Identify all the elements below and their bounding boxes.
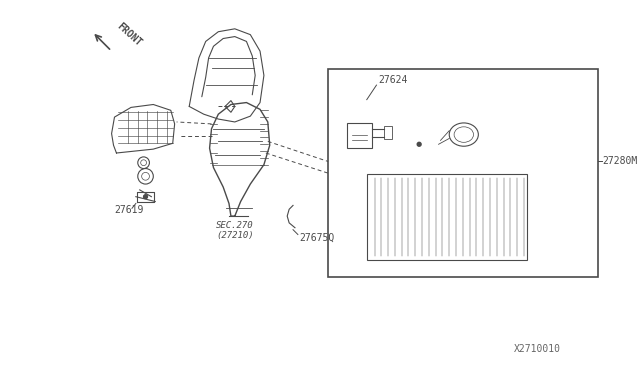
Text: X2710010: X2710010 — [515, 344, 561, 354]
Text: SEC.270
(27210): SEC.270 (27210) — [216, 221, 253, 240]
Circle shape — [417, 142, 421, 146]
Bar — [367, 174, 527, 260]
Bar — [384, 126, 392, 140]
Bar — [328, 68, 598, 277]
Bar — [348, 123, 372, 148]
Circle shape — [143, 195, 147, 199]
Text: 27624: 27624 — [378, 75, 408, 85]
Text: 27675Q: 27675Q — [299, 232, 334, 242]
Text: FRONT: FRONT — [115, 21, 143, 48]
Text: 27280M: 27280M — [602, 156, 638, 166]
Text: 27619: 27619 — [115, 205, 144, 215]
